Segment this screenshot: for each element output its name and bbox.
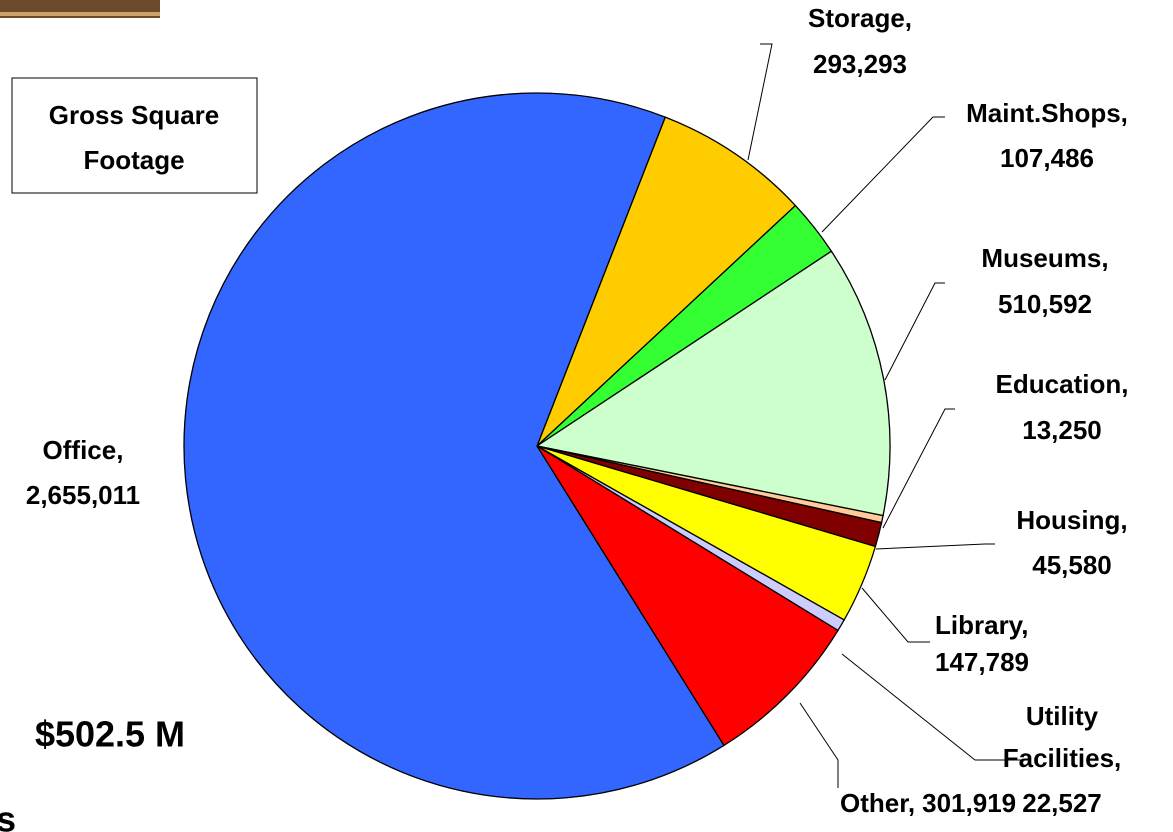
leader-line xyxy=(747,43,773,161)
leader-line xyxy=(799,702,839,788)
slice-label: Housing, xyxy=(1016,505,1127,535)
leader-line xyxy=(875,543,995,550)
slice-value: 2,655,011 xyxy=(26,480,140,510)
slice-value: 510,592 xyxy=(998,289,1092,319)
slice-value: 107,486 xyxy=(1000,143,1094,173)
slice-name: Other, xyxy=(840,788,915,818)
title-box xyxy=(11,77,258,194)
slice-value: 147,789 xyxy=(935,647,1029,677)
header-image-stripe xyxy=(0,12,160,16)
pie-slice xyxy=(183,92,725,800)
leader-line xyxy=(861,587,930,643)
slice-label: Office, xyxy=(43,435,124,465)
leader-line xyxy=(882,408,955,529)
slice-label: Other, 301,919 xyxy=(840,788,1016,818)
slice-value: 293,293 xyxy=(813,49,907,79)
chart-title: Gross Square Footage xyxy=(49,100,220,175)
pie-slice xyxy=(535,250,891,517)
slice-value: 22,527 xyxy=(1022,788,1102,818)
slice-value: 301,919 xyxy=(922,788,1016,818)
slice-value: 13,250 xyxy=(1022,415,1102,445)
leader-line xyxy=(821,116,945,233)
slice-label: Maint.Shops, xyxy=(966,98,1128,128)
slice-label: Museums, xyxy=(981,243,1108,273)
slice-value: 45,580 xyxy=(1032,550,1112,580)
total-annotation: $502.5 M xyxy=(35,714,185,755)
leader-line xyxy=(841,653,1022,761)
slice-label: Storage, xyxy=(808,3,912,33)
slice-label: Library, xyxy=(935,610,1028,640)
pie-slice xyxy=(536,445,839,747)
pie-slice xyxy=(536,116,797,447)
slice-label: Utility Facilities, xyxy=(1003,701,1122,773)
cropped-text: s xyxy=(0,799,16,832)
slice-label: Education, xyxy=(996,369,1129,399)
leader-line xyxy=(884,282,945,381)
